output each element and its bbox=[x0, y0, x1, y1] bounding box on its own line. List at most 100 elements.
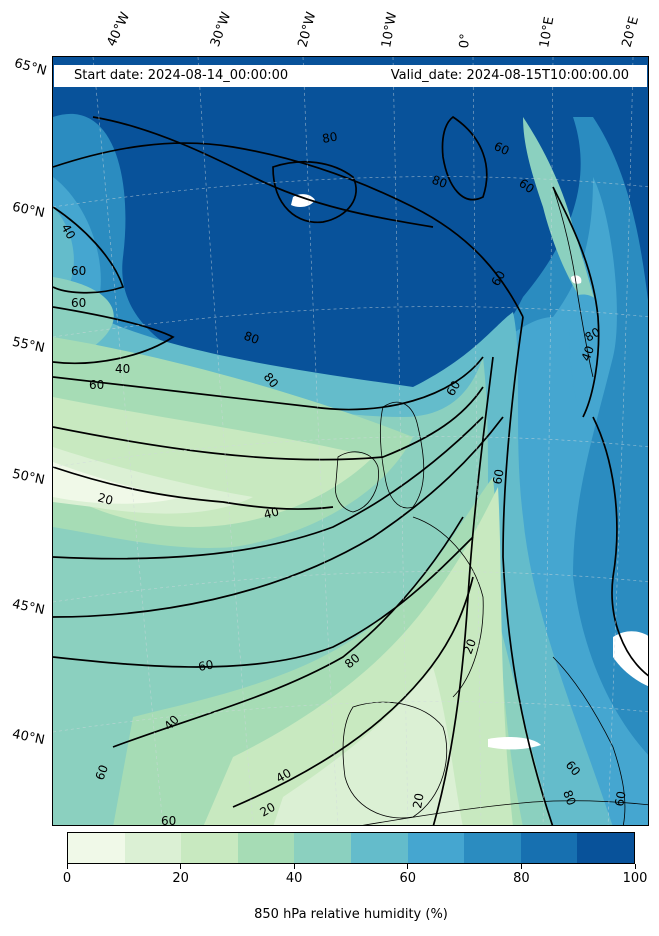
contour-east bbox=[592, 416, 648, 677]
lat-label-55n: 55°N bbox=[10, 334, 46, 357]
parallel-50n bbox=[53, 436, 648, 468]
lon-label-20w: 20°W bbox=[295, 10, 320, 49]
contour-ridge-east bbox=[502, 316, 554, 825]
start-date-text: Start date: 2024-08-14_00:00:00 bbox=[74, 68, 289, 83]
contour-label: 60 bbox=[516, 176, 537, 196]
colorbar bbox=[67, 832, 635, 864]
africa-coast bbox=[362, 800, 648, 825]
coastlines bbox=[334, 186, 648, 825]
contour-80-south bbox=[53, 536, 474, 668]
meridian-30w bbox=[197, 57, 254, 825]
ireland-coast bbox=[334, 451, 379, 513]
lon-label-40w: 40°W bbox=[104, 10, 134, 49]
meridian-10w bbox=[392, 57, 409, 825]
colorbar-tick-label: 0 bbox=[62, 871, 72, 886]
meridian-0 bbox=[472, 57, 482, 825]
colorbar-segment bbox=[464, 833, 521, 863]
colorbar-segment bbox=[124, 833, 182, 863]
colorbar-segment bbox=[520, 833, 578, 863]
lat-label-60n: 60°N bbox=[10, 199, 46, 222]
graticule bbox=[53, 57, 648, 825]
contour-scandinavia bbox=[552, 186, 600, 418]
contour-label: 60 bbox=[197, 658, 214, 674]
colorbar-tick bbox=[293, 864, 295, 869]
contour-20-southwest bbox=[232, 576, 474, 808]
colorbar-tick bbox=[520, 864, 522, 869]
colorbar-tick bbox=[180, 864, 182, 869]
italy-coast bbox=[552, 656, 626, 825]
meridian-20w bbox=[302, 57, 339, 825]
lon-label-0: 0° bbox=[457, 32, 474, 49]
valid-date-text: Valid_date: 2024-08-15T10:00:00.00 bbox=[390, 68, 629, 83]
contour-lines bbox=[53, 115, 648, 825]
colorbar-segment bbox=[407, 833, 465, 863]
colorbar-segment bbox=[237, 833, 295, 863]
contour-label: 40 bbox=[579, 344, 597, 363]
britain-coast bbox=[380, 401, 425, 509]
contour-label: 60 bbox=[612, 790, 628, 807]
colorbar-tick bbox=[634, 864, 636, 869]
contour-iceland-ring bbox=[272, 161, 357, 224]
band-10-south bbox=[273, 667, 463, 825]
lon-label-10e: 10°E bbox=[537, 15, 558, 49]
contour-label: 80 bbox=[321, 130, 338, 146]
norway-patch bbox=[571, 275, 582, 284]
contour-40-west bbox=[53, 306, 175, 365]
colorbar-label: 850 hPa relative humidity (%) bbox=[254, 907, 448, 922]
france-coast bbox=[412, 516, 484, 698]
contour-label: 60 bbox=[71, 296, 86, 310]
humidity-map: 80 60 80 60 60 40 60 60 80 80 40 60 20 4… bbox=[52, 56, 649, 826]
colorbar-segment bbox=[181, 833, 238, 863]
iberia-coast bbox=[342, 701, 448, 819]
contour-north-loop bbox=[441, 115, 488, 201]
contour-label: 80 bbox=[560, 788, 578, 807]
contour-label: 80 bbox=[242, 329, 261, 347]
contour-20 bbox=[53, 466, 334, 510]
date-info-bar: Start date: 2024-08-14_00:00:00 Valid_da… bbox=[54, 65, 647, 87]
band-scandinavia bbox=[569, 294, 613, 409]
contour-label: 40 bbox=[58, 222, 78, 242]
contour-40-southwest bbox=[112, 516, 464, 748]
contour-40-mid bbox=[53, 386, 484, 461]
contour-60-mid bbox=[53, 356, 484, 411]
contour-40-south bbox=[53, 416, 484, 560]
contour-label: 20 bbox=[461, 637, 479, 656]
contour-label: 40 bbox=[115, 362, 130, 376]
lon-label-20e: 20°E bbox=[619, 14, 643, 50]
humidity-fill bbox=[53, 113, 648, 825]
colorbar-segment bbox=[68, 833, 125, 863]
alps-patch bbox=[613, 631, 648, 687]
contour-label: 20 bbox=[258, 800, 278, 820]
norway-coast bbox=[552, 186, 594, 378]
parallel-55n bbox=[53, 306, 648, 338]
lon-label-30w: 30°W bbox=[207, 10, 235, 49]
contour-60-west bbox=[53, 206, 125, 294]
lon-label-10w: 10°W bbox=[379, 11, 401, 50]
humidity-map-canvas: 80 60 80 60 60 40 60 60 80 80 40 60 20 4… bbox=[53, 57, 648, 825]
contour-label: 60 bbox=[443, 378, 463, 398]
parallel-60n bbox=[53, 176, 648, 208]
contour-80-north bbox=[92, 116, 434, 228]
contour-label: 60 bbox=[93, 763, 111, 782]
contour-60-north bbox=[53, 142, 524, 318]
contour-label: 80 bbox=[430, 173, 449, 191]
colorbar-tick-label: 40 bbox=[285, 871, 303, 886]
colorbar-tick-label: 20 bbox=[172, 871, 189, 886]
contour-label: 60 bbox=[492, 139, 512, 158]
lat-label-45n: 45°N bbox=[10, 596, 46, 619]
contour-labels: 80 60 80 60 60 40 60 60 80 80 40 60 20 4… bbox=[58, 130, 628, 825]
parallel-45n bbox=[53, 571, 648, 603]
lat-label-50n: 50°N bbox=[10, 466, 46, 489]
colorbar-tick-label: 80 bbox=[513, 871, 530, 886]
contour-label: 20 bbox=[96, 490, 114, 507]
band-north-band bbox=[523, 117, 603, 327]
contour-label: 80 bbox=[583, 325, 603, 345]
colorbar-tick-label: 60 bbox=[399, 871, 417, 886]
contour-60-south bbox=[53, 416, 504, 618]
colorbar-segment bbox=[577, 833, 634, 863]
contour-label: 60 bbox=[71, 264, 86, 278]
contour-label: 40 bbox=[274, 766, 294, 786]
colorbar-tick bbox=[407, 864, 409, 869]
lat-label-40n: 40°N bbox=[10, 726, 46, 749]
colorbar-segment bbox=[350, 833, 408, 863]
